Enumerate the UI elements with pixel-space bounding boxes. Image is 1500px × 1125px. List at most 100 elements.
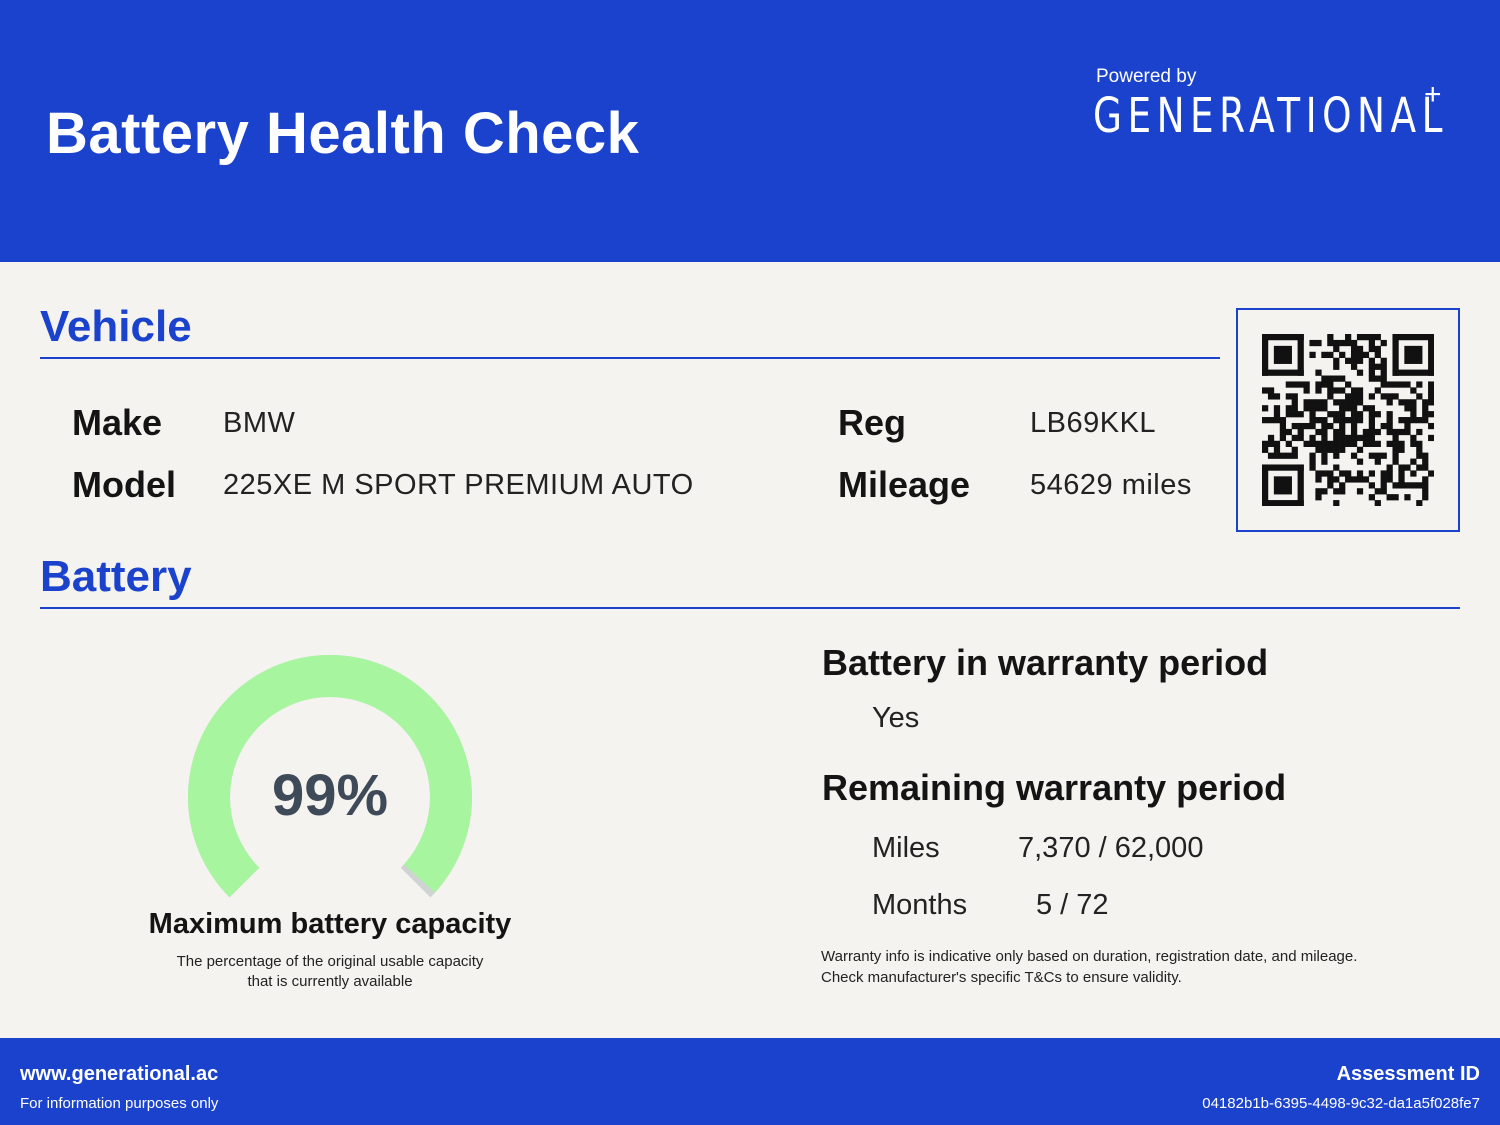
qr-module xyxy=(1345,440,1352,447)
qr-module xyxy=(1380,393,1387,400)
qr-module xyxy=(1291,381,1298,388)
qr-module xyxy=(1327,470,1334,477)
qr-module xyxy=(1362,440,1370,447)
qr-module xyxy=(1422,411,1429,418)
qr-module xyxy=(1327,411,1334,418)
qr-module xyxy=(1321,470,1328,477)
qr-module xyxy=(1333,339,1340,347)
qr-module xyxy=(1315,339,1322,347)
qr-module xyxy=(1315,470,1322,477)
qr-module xyxy=(1333,488,1340,495)
qr-module xyxy=(1333,476,1340,483)
qr-module xyxy=(1386,476,1393,483)
qr-module xyxy=(1309,339,1316,347)
qr-module xyxy=(1285,428,1292,436)
qr-code-frame[interactable] xyxy=(1236,308,1460,532)
qr-module xyxy=(1368,357,1375,364)
qr-module xyxy=(1356,417,1364,424)
qr-module xyxy=(1398,440,1405,447)
qr-module xyxy=(1267,387,1275,394)
qr-module xyxy=(1416,500,1423,506)
qr-module xyxy=(1368,411,1375,418)
qr-module xyxy=(1362,334,1370,341)
qr-module xyxy=(1350,452,1358,459)
qr-module xyxy=(1380,452,1387,459)
header-banner: Battery Health Check Powered by GENERATI… xyxy=(0,0,1500,262)
qr-module xyxy=(1386,399,1393,406)
battery-capacity-gauge xyxy=(188,655,472,898)
qr-module xyxy=(1374,351,1381,359)
qr-module xyxy=(1321,381,1328,388)
qr-module xyxy=(1309,405,1316,412)
qr-module xyxy=(1392,458,1399,465)
mileage-value: 54629 miles xyxy=(1030,469,1192,501)
qr-module xyxy=(1356,458,1364,465)
qr-module xyxy=(1362,434,1370,442)
qr-module xyxy=(1345,381,1352,388)
qr-module xyxy=(1350,428,1358,436)
qr-module xyxy=(1374,452,1381,459)
make-label: Make xyxy=(72,402,163,443)
warranty-status-value: Yes xyxy=(872,702,920,734)
qr-module xyxy=(1345,334,1352,341)
qr-module xyxy=(1416,446,1423,453)
qr-module xyxy=(1356,470,1364,477)
qr-module xyxy=(1350,411,1358,418)
brand-plus-mark: + xyxy=(1424,78,1442,111)
qr-module xyxy=(1410,387,1417,394)
qr-module xyxy=(1297,422,1304,430)
qr-module xyxy=(1416,393,1423,400)
qr-module xyxy=(1374,334,1381,341)
qr-module xyxy=(1315,494,1322,501)
qr-module xyxy=(1410,434,1417,442)
qr-module xyxy=(1273,405,1281,412)
qr-finder xyxy=(1262,500,1304,506)
qr-module xyxy=(1291,393,1298,400)
qr-module xyxy=(1428,399,1434,406)
qr-module xyxy=(1345,434,1352,442)
qr-module xyxy=(1315,476,1322,483)
qr-module xyxy=(1291,399,1298,406)
qr-module xyxy=(1386,464,1393,471)
qr-module xyxy=(1339,375,1346,382)
qr-module xyxy=(1368,422,1375,430)
qr-module xyxy=(1327,381,1334,388)
qr-module xyxy=(1315,417,1322,424)
qr-module xyxy=(1315,381,1322,388)
qr-module xyxy=(1291,434,1298,442)
qr-module xyxy=(1321,452,1328,459)
qr-module xyxy=(1285,411,1292,418)
qr-module xyxy=(1267,452,1275,459)
qr-module xyxy=(1279,417,1287,424)
gauge-fill xyxy=(188,655,472,898)
qr-module xyxy=(1297,428,1304,436)
qr-module xyxy=(1345,357,1352,364)
qr-module xyxy=(1350,363,1358,370)
qr-module xyxy=(1333,345,1340,353)
qr-finder xyxy=(1392,334,1399,376)
qr-module xyxy=(1368,375,1375,382)
qr-module xyxy=(1356,345,1364,353)
qr-module xyxy=(1398,381,1405,388)
qr-module xyxy=(1356,393,1364,400)
qr-module xyxy=(1416,452,1423,459)
qr-module xyxy=(1350,434,1358,442)
qr-module xyxy=(1368,482,1375,489)
qr-finder xyxy=(1262,464,1269,506)
qr-module xyxy=(1374,500,1381,506)
qr-module xyxy=(1315,488,1322,495)
qr-module xyxy=(1321,417,1328,424)
qr-module xyxy=(1333,428,1340,436)
capacity-description-line: that is currently available xyxy=(247,973,413,990)
qr-module xyxy=(1350,399,1358,406)
qr-module xyxy=(1368,428,1375,436)
qr-module xyxy=(1339,387,1346,394)
qr-module xyxy=(1327,339,1334,347)
qr-module xyxy=(1380,476,1387,483)
qr-module xyxy=(1386,422,1393,430)
qr-module xyxy=(1303,381,1310,388)
qr-module xyxy=(1392,381,1399,388)
qr-module xyxy=(1416,417,1423,424)
qr-module xyxy=(1339,411,1346,418)
website-link[interactable]: www.generational.ac xyxy=(20,1063,219,1085)
